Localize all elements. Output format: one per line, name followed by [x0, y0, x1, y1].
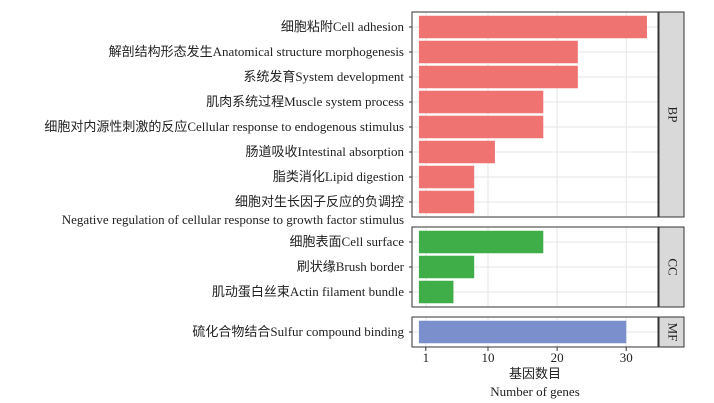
bar	[418, 255, 475, 279]
x-tick-label: 1	[423, 350, 430, 365]
y-tick-label: 肌动蛋白丝束Actin filament bundle	[211, 284, 404, 299]
bar	[418, 115, 544, 139]
bar	[418, 90, 544, 114]
y-tick-label: 脂类消化Lipid digestion	[272, 169, 404, 184]
x-tick-label: 30	[620, 350, 633, 365]
y-tick-label: 细胞粘附Cell adhesion	[280, 19, 404, 34]
bar	[418, 280, 454, 304]
y-tick-label: 硫化合物结合Sulfur compound binding	[192, 324, 404, 339]
panel-border	[411, 316, 659, 348]
facet-strip	[658, 226, 685, 308]
y-tick-label: 肌肉系统过程Muscle system process	[206, 94, 404, 109]
facet-strip	[658, 316, 685, 348]
facet-label: CC	[666, 258, 681, 275]
y-tick-label: 细胞对内源性刺激的反应Cellular response to endogeno…	[44, 119, 404, 134]
panel-border	[411, 226, 659, 308]
frames: BP CC MF 1 10 20 30	[409, 11, 685, 365]
marks	[418, 15, 647, 344]
y-tick-label: 肠道吸收Intestinal absorption	[245, 144, 404, 159]
facet-label: BP	[666, 107, 681, 123]
bar	[418, 65, 578, 89]
bar	[418, 140, 495, 164]
bar	[418, 40, 578, 64]
x-tick-label: 20	[551, 350, 564, 365]
facet-label: MF	[666, 323, 681, 342]
facet-strip	[658, 11, 685, 218]
bar	[418, 15, 647, 39]
bar	[418, 190, 475, 214]
y-tick-label: 刷状缘Brush border	[296, 259, 404, 274]
bar	[418, 230, 544, 254]
x-axis-title: Number of genes	[490, 384, 580, 399]
y-tick-label: 解剖结构形态发生Anatomical structure morphogenes…	[108, 44, 404, 59]
y-tick-label: 系统发育System development	[243, 69, 404, 84]
y-tick-label: 细胞对生长因子反应的负调控 Negative regulation of cel…	[61, 194, 404, 227]
bar	[418, 165, 475, 189]
y-tick-label: 细胞表面Cell surface	[289, 234, 404, 249]
x-axis-title-zh: 基因数目	[509, 366, 561, 381]
panel-border	[411, 11, 659, 218]
bar	[418, 320, 627, 344]
x-tick-label: 10	[482, 350, 495, 365]
